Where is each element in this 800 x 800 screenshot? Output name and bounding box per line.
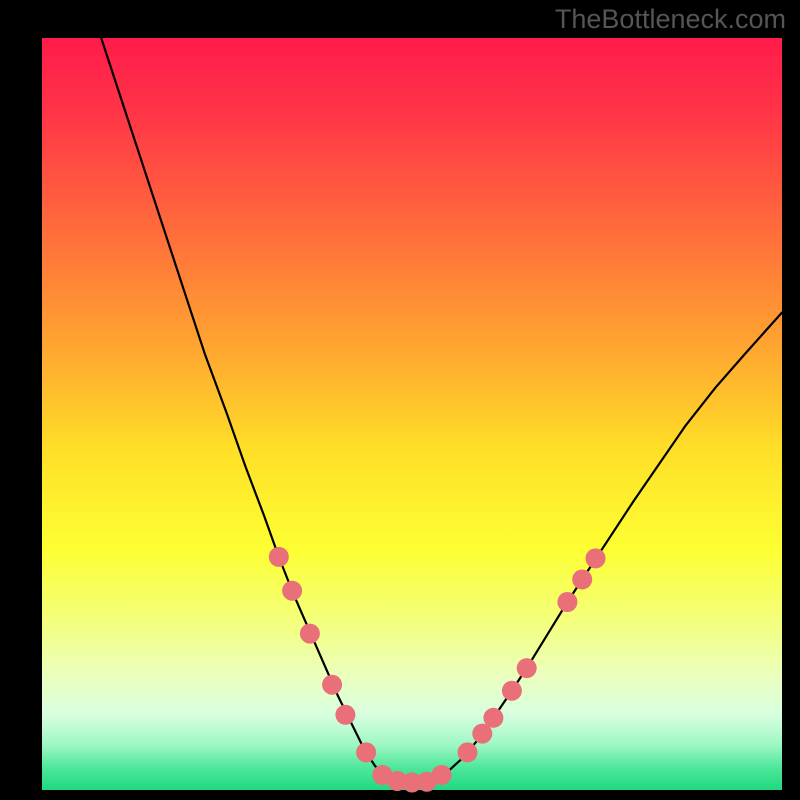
- curve-marker: [458, 742, 478, 762]
- curve-marker: [322, 675, 342, 695]
- bottleneck-curve: [101, 38, 782, 782]
- curve-marker: [300, 624, 320, 644]
- curve-marker: [432, 765, 452, 785]
- curve-marker: [502, 681, 522, 701]
- curve-marker: [356, 742, 376, 762]
- watermark-text: TheBottleneck.com: [555, 4, 786, 35]
- curve-marker: [335, 705, 355, 725]
- curve-marker: [572, 569, 592, 589]
- curve-marker: [483, 708, 503, 728]
- curve-marker: [557, 592, 577, 612]
- curve-marker: [269, 547, 289, 567]
- chart-svg: [0, 0, 800, 800]
- curve-marker: [586, 548, 606, 568]
- curve-marker: [282, 581, 302, 601]
- curve-marker: [517, 658, 537, 678]
